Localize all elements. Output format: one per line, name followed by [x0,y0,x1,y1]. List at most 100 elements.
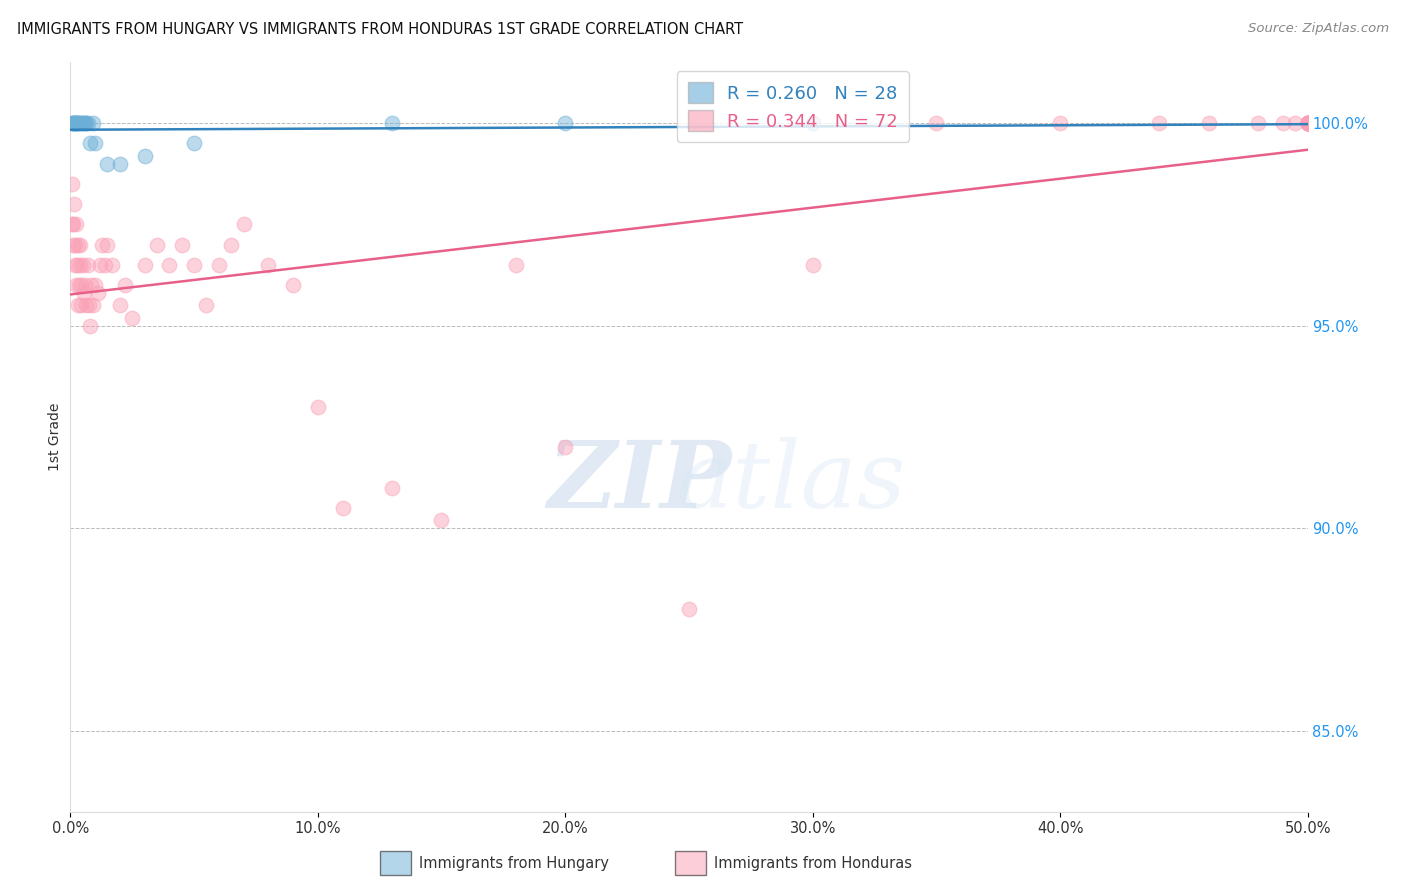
Point [1296,116,1319,130]
Point [60,116,83,130]
Point [134,258,156,272]
Point [96,157,118,171]
Point [1296,116,1319,130]
Point [73,286,96,301]
Point [77,298,100,312]
Point [91,237,114,252]
Text: atlas: atlas [676,437,905,527]
Point [75,116,97,130]
Point [1296,116,1319,130]
Point [170,237,193,252]
Point [208,258,231,272]
Point [801,258,824,272]
Point [801,116,824,130]
Point [65,116,87,130]
Point [69,278,91,293]
Point [84,278,107,293]
Point [101,258,124,272]
Point [554,440,576,454]
Point [554,116,576,130]
Point [75,298,97,312]
Point [505,258,527,272]
Point [925,116,948,130]
Point [72,116,94,130]
Point [1049,116,1071,130]
Point [67,116,90,130]
Point [72,258,94,272]
Point [430,513,453,527]
Point [1296,116,1319,130]
Point [1296,116,1319,130]
Point [69,237,91,252]
Text: Immigrants from Honduras: Immigrants from Honduras [714,855,912,871]
Point [62,116,84,130]
Point [63,258,86,272]
Point [69,116,91,130]
Point [67,278,90,293]
Point [381,481,404,495]
Point [307,400,329,414]
Point [79,136,101,151]
Point [332,500,354,515]
Point [65,116,87,130]
Point [67,298,90,312]
Point [1296,116,1319,130]
Point [82,116,104,130]
Text: ZIP: ZIP [547,437,731,527]
Point [1296,116,1319,130]
Point [1147,116,1170,130]
Point [66,237,89,252]
Text: Immigrants from Hungary: Immigrants from Hungary [419,855,609,871]
Point [69,258,91,272]
Point [75,116,97,130]
Point [70,116,93,130]
Point [66,116,89,130]
Point [66,116,89,130]
Point [63,197,86,211]
Point [1247,116,1270,130]
Point [76,258,98,272]
Point [114,278,136,293]
Point [60,218,83,232]
Point [65,218,87,232]
Legend: R = 0.260   N = 28, R = 0.344   N = 72: R = 0.260 N = 28, R = 0.344 N = 72 [676,71,908,142]
Point [65,237,87,252]
Point [82,298,104,312]
Point [1284,116,1306,130]
Point [1296,116,1319,130]
Point [146,237,169,252]
Y-axis label: 1st Grade: 1st Grade [48,403,62,471]
Point [65,116,87,130]
Point [121,310,143,325]
Point [232,218,254,232]
Point [257,258,280,272]
Point [79,318,101,333]
Point [183,136,205,151]
Point [73,116,96,130]
Point [195,298,218,312]
Point [62,237,84,252]
Point [1271,116,1294,130]
Text: IMMIGRANTS FROM HUNGARY VS IMMIGRANTS FROM HONDURAS 1ST GRADE CORRELATION CHART: IMMIGRANTS FROM HUNGARY VS IMMIGRANTS FR… [17,22,742,37]
Point [219,237,242,252]
Point [60,177,83,191]
Point [63,116,86,130]
Point [89,258,111,272]
Point [108,298,131,312]
Point [183,258,205,272]
Point [157,258,180,272]
Point [94,258,117,272]
Point [86,286,108,301]
Point [66,258,89,272]
Point [134,148,156,162]
FancyBboxPatch shape [380,851,411,874]
Point [108,157,131,171]
FancyBboxPatch shape [675,851,706,874]
Point [62,116,84,130]
Point [62,218,84,232]
Point [96,237,118,252]
Point [76,116,98,130]
Text: Source: ZipAtlas.com: Source: ZipAtlas.com [1249,22,1389,36]
Point [70,298,93,312]
Point [1198,116,1220,130]
